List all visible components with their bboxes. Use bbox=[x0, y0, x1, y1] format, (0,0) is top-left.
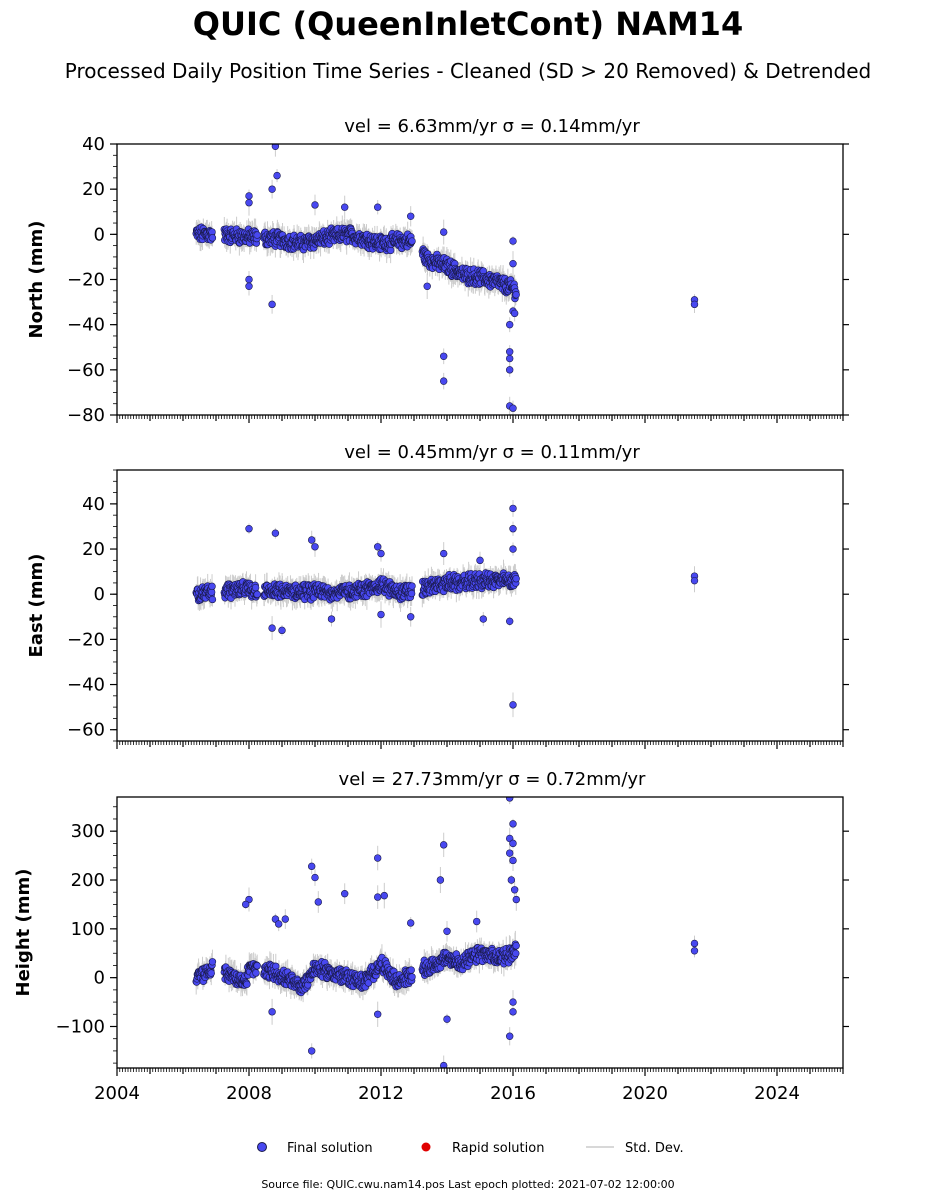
y-tick-label: −80 bbox=[67, 405, 105, 426]
y-axis-label: East (mm) bbox=[26, 554, 47, 658]
data-point bbox=[271, 144, 280, 150]
y-tick-label: −40 bbox=[67, 675, 105, 696]
figure-subtitle: Processed Daily Position Time Series - C… bbox=[65, 59, 871, 83]
data-point bbox=[509, 237, 517, 245]
data-point bbox=[253, 962, 261, 970]
data-point bbox=[268, 185, 276, 193]
data-point bbox=[208, 595, 217, 604]
data-point bbox=[407, 212, 415, 220]
y-tick-label: 20 bbox=[82, 179, 105, 200]
data-point bbox=[509, 404, 517, 412]
data-point bbox=[245, 525, 253, 533]
data-point bbox=[374, 203, 382, 211]
y-tick-label: −40 bbox=[67, 315, 105, 336]
data-point bbox=[690, 300, 699, 309]
data-point bbox=[251, 583, 260, 592]
data-point bbox=[253, 231, 261, 239]
y-tick-label: 40 bbox=[82, 134, 105, 155]
axes-frame bbox=[116, 469, 844, 742]
y-tick-label: 20 bbox=[82, 539, 105, 560]
y-tick-label: 0 bbox=[94, 224, 105, 245]
data-point bbox=[245, 192, 253, 200]
data-point bbox=[341, 203, 349, 211]
data-point bbox=[407, 613, 415, 621]
data-point bbox=[440, 377, 448, 385]
data-point bbox=[253, 590, 261, 599]
y-tick-label: −60 bbox=[67, 720, 105, 741]
panel-title: vel = 27.73mm/yr σ = 0.72mm/yr bbox=[339, 769, 646, 790]
data-point bbox=[510, 309, 519, 318]
y-tick-label: −60 bbox=[67, 360, 105, 381]
data-point bbox=[512, 291, 520, 299]
data-point bbox=[509, 504, 517, 513]
data-point bbox=[374, 543, 382, 551]
data-point bbox=[245, 199, 253, 207]
data-point bbox=[440, 228, 448, 236]
panel-3: vel = 27.73mm/yr σ = 0.72mm/yr Height (mm… bbox=[13, 769, 849, 1104]
data-point bbox=[506, 348, 514, 356]
data-point bbox=[268, 624, 276, 632]
data-point bbox=[506, 320, 514, 329]
data-point bbox=[273, 171, 281, 180]
data-point bbox=[208, 234, 217, 242]
data-point bbox=[476, 556, 484, 565]
data-point bbox=[207, 969, 215, 977]
data-point bbox=[479, 615, 487, 623]
data-point bbox=[243, 980, 251, 989]
data-point bbox=[245, 275, 253, 284]
y-axis-label: Height (mm) bbox=[13, 869, 34, 997]
data-point bbox=[408, 973, 416, 981]
panel-2: vel = 0.45mm/yr σ = 0.11mm/yr East (mm) −6… bbox=[26, 442, 849, 749]
data-point bbox=[512, 575, 520, 583]
data-point bbox=[407, 966, 415, 974]
data-point bbox=[423, 282, 431, 290]
y-tick-label: −20 bbox=[67, 270, 105, 291]
data-point bbox=[208, 958, 217, 966]
y-tick-label: 0 bbox=[94, 584, 105, 605]
plot-area bbox=[192, 144, 699, 415]
data-point bbox=[278, 626, 286, 635]
data-point bbox=[268, 300, 276, 309]
data-point bbox=[506, 617, 514, 626]
plot-area bbox=[192, 797, 699, 1068]
panel-title: vel = 6.63mm/yr σ = 0.14mm/yr bbox=[344, 116, 640, 137]
data-point bbox=[271, 529, 280, 537]
data-point bbox=[509, 259, 517, 268]
data-point bbox=[509, 701, 517, 709]
data-point bbox=[407, 589, 416, 598]
data-point bbox=[252, 969, 260, 977]
y-axis-label: North (mm) bbox=[26, 221, 47, 339]
data-point bbox=[386, 246, 395, 255]
data-point bbox=[208, 582, 216, 591]
data-point bbox=[506, 354, 514, 363]
y-tick-label: −20 bbox=[67, 629, 105, 650]
data-point bbox=[440, 549, 448, 558]
data-point bbox=[440, 352, 448, 360]
plot-area bbox=[192, 499, 699, 718]
y-tick-label: 40 bbox=[82, 494, 105, 515]
data-point bbox=[506, 366, 514, 374]
data-point bbox=[690, 576, 699, 585]
data-point bbox=[311, 201, 319, 209]
panel-title: vel = 0.45mm/yr σ = 0.11mm/yr bbox=[344, 442, 640, 463]
data-point bbox=[509, 525, 517, 533]
data-point bbox=[311, 543, 319, 551]
data-point bbox=[509, 545, 517, 553]
figure-title: QUIC (QueenInletCont) NAM14 bbox=[193, 5, 743, 43]
data-point bbox=[245, 282, 253, 290]
data-point bbox=[408, 582, 416, 590]
data-point bbox=[327, 615, 336, 623]
data-point bbox=[408, 237, 416, 245]
data-point bbox=[377, 549, 385, 558]
data-point bbox=[308, 536, 316, 544]
data-point bbox=[377, 610, 385, 619]
